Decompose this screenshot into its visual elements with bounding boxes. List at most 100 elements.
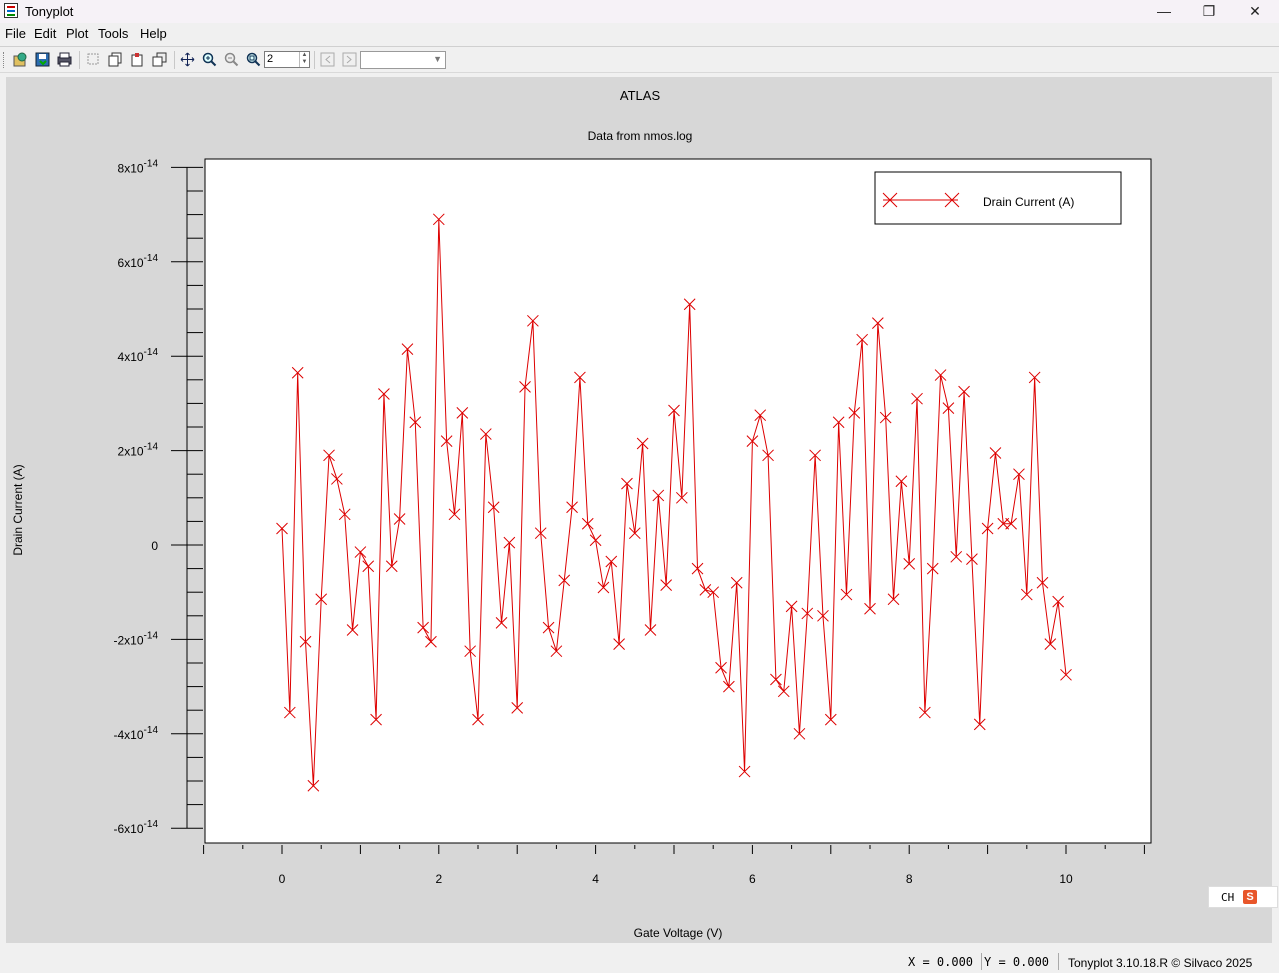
duplicate-icon[interactable] [152, 52, 167, 67]
data-point-marker [276, 522, 288, 535]
forward-icon[interactable] [342, 52, 357, 67]
series-drain-current [276, 213, 1072, 792]
load-icon[interactable] [13, 52, 28, 67]
data-point-marker [668, 404, 680, 417]
data-point-marker [770, 673, 782, 686]
zoom-in-icon[interactable] [202, 52, 217, 67]
data-point-marker [574, 371, 586, 384]
y-coordinate-readout: Y = 0.000 [984, 955, 1050, 969]
x-tick-label: 6 [749, 872, 756, 886]
data-point-marker [346, 624, 359, 636]
data-point-marker [534, 527, 547, 540]
pan-icon[interactable] [180, 52, 195, 67]
data-point-marker [950, 550, 963, 563]
legend: Drain Current (A) [874, 171, 1122, 225]
back-icon[interactable] [320, 52, 335, 67]
legend-label: Drain Current (A) [983, 195, 1074, 209]
data-point-marker [1028, 371, 1041, 384]
plot-select-dropdown[interactable]: ▼ [360, 51, 446, 69]
data-point-marker [495, 617, 508, 629]
menu-edit[interactable]: Edit [34, 26, 57, 41]
data-point-marker [315, 593, 328, 606]
chart[interactable]: ATLAS Data from nmos.log 8x10-14 6x10-14 4… [0, 0, 1279, 947]
restore-button[interactable]: ❐ [1202, 3, 1216, 19]
data-point-marker [683, 298, 696, 311]
minimize-button[interactable]: — [1157, 3, 1171, 19]
stepper-arrows[interactable]: ▲ ▼ [299, 52, 309, 67]
data-point-marker [848, 406, 861, 419]
select-icon[interactable] [86, 52, 101, 67]
y-tick-label: 0 [151, 539, 158, 553]
data-point-marker [519, 381, 531, 393]
legend-marker-icon [882, 192, 960, 208]
data-point-marker [401, 343, 414, 355]
data-point-marker [440, 435, 453, 448]
data-point-marker [636, 437, 649, 450]
ime-logo-icon: S [1243, 890, 1257, 904]
data-point-marker [558, 574, 571, 587]
data-point-marker [299, 635, 312, 648]
data-point-marker [1005, 517, 1017, 530]
data-point-marker [989, 447, 1002, 459]
data-point-marker [762, 449, 774, 462]
window-title: Tonyplot [25, 4, 74, 19]
copy-icon[interactable] [108, 52, 123, 67]
toolbar: 2 ▲ ▼ ▼ [0, 46, 1279, 73]
data-point-marker [981, 522, 994, 535]
data-point-marker [542, 621, 555, 634]
menu-file[interactable]: File [5, 26, 26, 41]
data-point-marker [425, 635, 437, 648]
data-point-marker [644, 624, 657, 636]
menu-tools[interactable]: Tools [98, 26, 129, 41]
paste-icon[interactable] [130, 52, 145, 67]
ime-language: CH [1221, 891, 1235, 904]
data-point-marker [385, 560, 398, 573]
data-point-marker [283, 706, 296, 719]
data-point-marker [409, 416, 422, 429]
data-point-marker [675, 491, 688, 504]
data-point-marker [307, 779, 320, 792]
data-point-marker [864, 602, 876, 615]
data-point-marker [370, 713, 382, 726]
print-icon[interactable] [57, 52, 72, 67]
data-point-marker [691, 562, 704, 575]
data-point-marker [432, 213, 445, 226]
zoom-factor-stepper[interactable]: 2 ▲ ▼ [264, 51, 310, 68]
data-point-marker [1020, 588, 1033, 601]
data-point-marker [472, 713, 484, 726]
ime-indicator[interactable]: CH S [1208, 886, 1278, 908]
x-tick-label: 0 [279, 872, 286, 886]
data-point-marker [919, 706, 931, 719]
data-point-marker [393, 513, 406, 525]
save-icon[interactable] [35, 52, 50, 67]
y-axis-label: Drain Current (A) [11, 464, 25, 555]
zoom-fit-icon[interactable] [246, 52, 261, 67]
toolbar-separator [174, 51, 175, 69]
data-point-marker [958, 385, 970, 398]
data-point-marker [566, 501, 578, 514]
data-point-marker [911, 392, 923, 405]
status-divider [981, 953, 982, 970]
data-point-marker [887, 593, 900, 606]
chart-subtitle: Data from nmos.log [588, 129, 693, 143]
zoom-out-icon[interactable] [224, 52, 239, 67]
x-axis: 0 2 4 6 8 10 [203, 845, 1145, 886]
x-tick-label: 2 [435, 872, 442, 886]
data-point-marker [362, 560, 375, 573]
data-point-marker [652, 489, 665, 502]
data-point-marker [926, 562, 939, 575]
data-point-marker [448, 508, 461, 521]
menu-plot[interactable]: Plot [66, 26, 89, 41]
close-button[interactable]: ✕ [1249, 3, 1261, 19]
y-axis: 8x10-14 6x10-14 4x10-14 2x10-14 0 -2x10-14 -4x… [114, 158, 203, 836]
data-point-marker [817, 609, 829, 622]
data-point-marker [730, 576, 743, 589]
toolbar-grip[interactable] [3, 52, 7, 68]
legend-box [874, 171, 1122, 225]
data-point-marker [1060, 668, 1072, 681]
tonyplot-app-icon [4, 3, 18, 18]
chart-title: ATLAS [620, 88, 661, 103]
data-point-marker [527, 314, 539, 327]
data-point-marker [973, 718, 986, 731]
menu-help[interactable]: Help [140, 26, 167, 41]
